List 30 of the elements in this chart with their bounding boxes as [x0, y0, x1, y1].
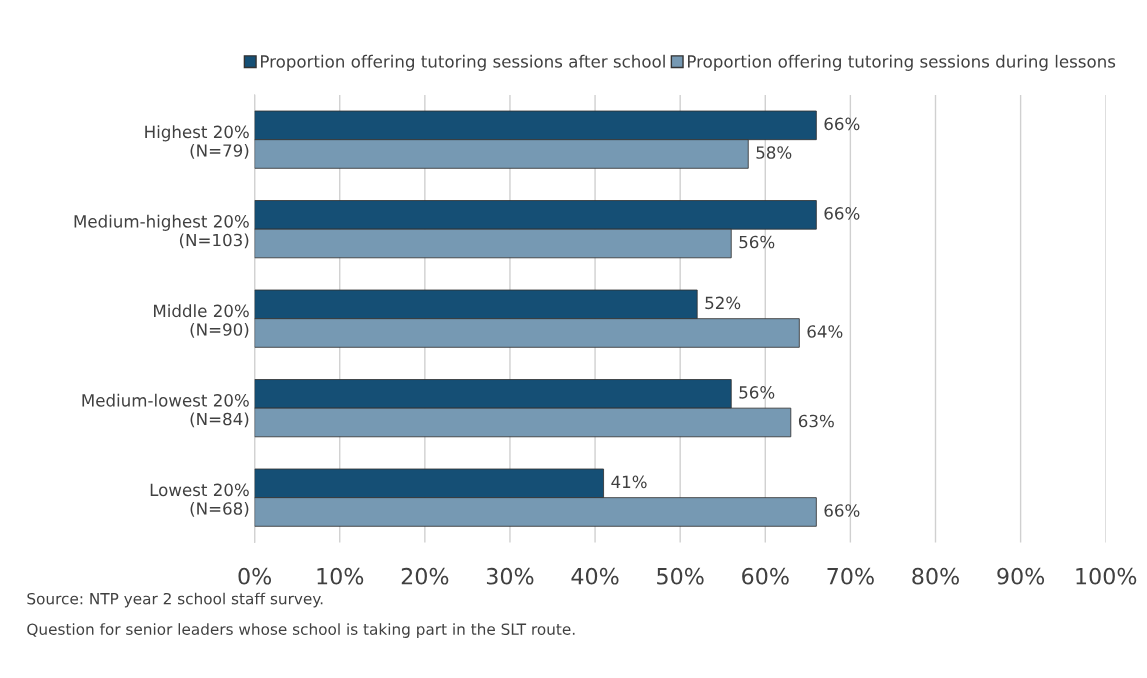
x-tick-label: 80%	[912, 567, 959, 585]
y-tick-label: Highest 20% (N=79)	[145, 125, 249, 159]
text: 52%	[705, 296, 741, 310]
y-tick-label: Medium-lowest 20% (N=84)	[82, 393, 249, 428]
x-tick-label: 100%	[1076, 567, 1137, 585]
text: 63%	[798, 414, 834, 428]
text: Question for senior leaders whose school is taking part in the SLT route.	[27, 623, 575, 638]
text: 41%	[611, 475, 647, 489]
y-tick-label: Lowest 20% (N=68)	[150, 483, 249, 517]
y-tick-label: Medium-highest 20% (N=103)	[74, 214, 249, 249]
text: 66%	[824, 207, 860, 220]
x-tick-label: 70%	[827, 567, 874, 585]
x-tick-label: 60%	[742, 567, 789, 585]
x-tick-label: 0%	[238, 567, 272, 585]
legend-label: Proportion offering tutoring sessions after school	[261, 54, 665, 71]
source-note: Source: NTP year 2 school staff survey.	[27, 592, 323, 608]
x-tick-label: 50%	[657, 567, 704, 585]
text: 56%	[739, 235, 775, 249]
x-tick-label: 20%	[401, 567, 449, 585]
y-tick-label: Middle 20% (N=90)	[154, 304, 249, 338]
text: 66%	[824, 504, 860, 517]
x-tick-label: 30%	[486, 567, 534, 585]
x-tick-label: 40%	[571, 567, 619, 585]
x-tick-label: 90%	[997, 567, 1045, 585]
legend-label: Proportion offering tutoring sessions during lessons	[688, 54, 1116, 71]
text: 64%	[807, 325, 843, 338]
text: 66%	[824, 117, 860, 131]
x-tick-label: 10%	[317, 567, 364, 585]
text: 56%	[739, 386, 775, 399]
text: 58%	[756, 146, 792, 159]
